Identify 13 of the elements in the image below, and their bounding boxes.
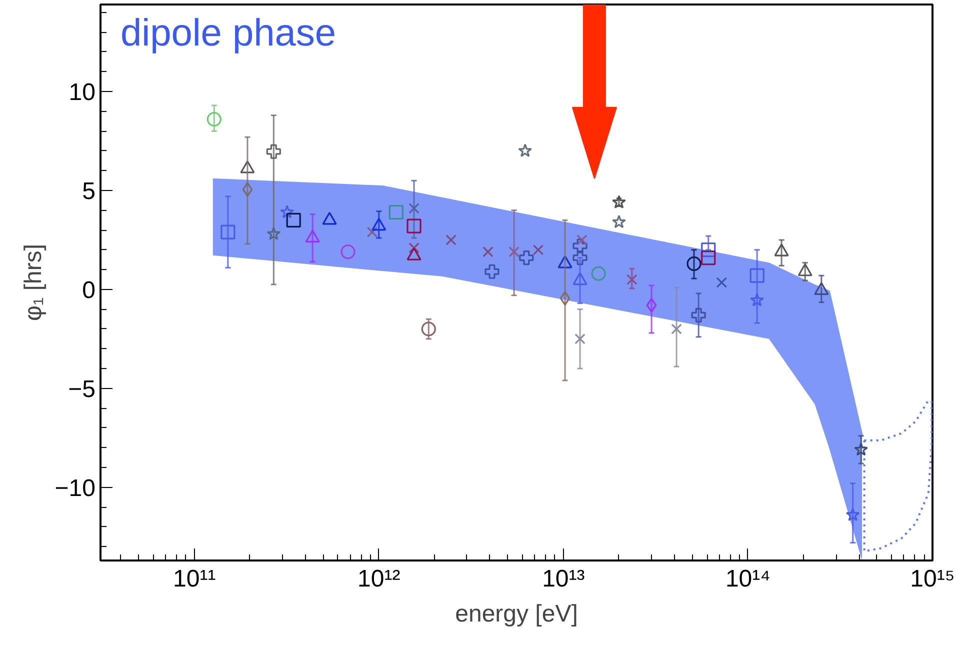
y-tick-label: 10 [68,79,96,106]
x-tick-label: 10¹¹ [173,566,216,592]
y-tick-label: 0 [82,276,96,304]
y-axis-title: φ₁ [hrs] [20,244,47,321]
x-tick-label: 10¹³ [542,566,585,592]
y-tick-label: 5 [82,178,96,205]
x-tick-label: 10¹⁴ [725,566,770,592]
chart-title: dipole phase [120,12,336,54]
y-tick-label: −5 [68,376,96,403]
y-tick-label: −10 [54,474,96,502]
x-tick-label: 10¹² [358,566,400,592]
x-tick-label: 10¹⁵ [910,566,955,592]
x-axis-title: energy [eV] [455,600,578,628]
